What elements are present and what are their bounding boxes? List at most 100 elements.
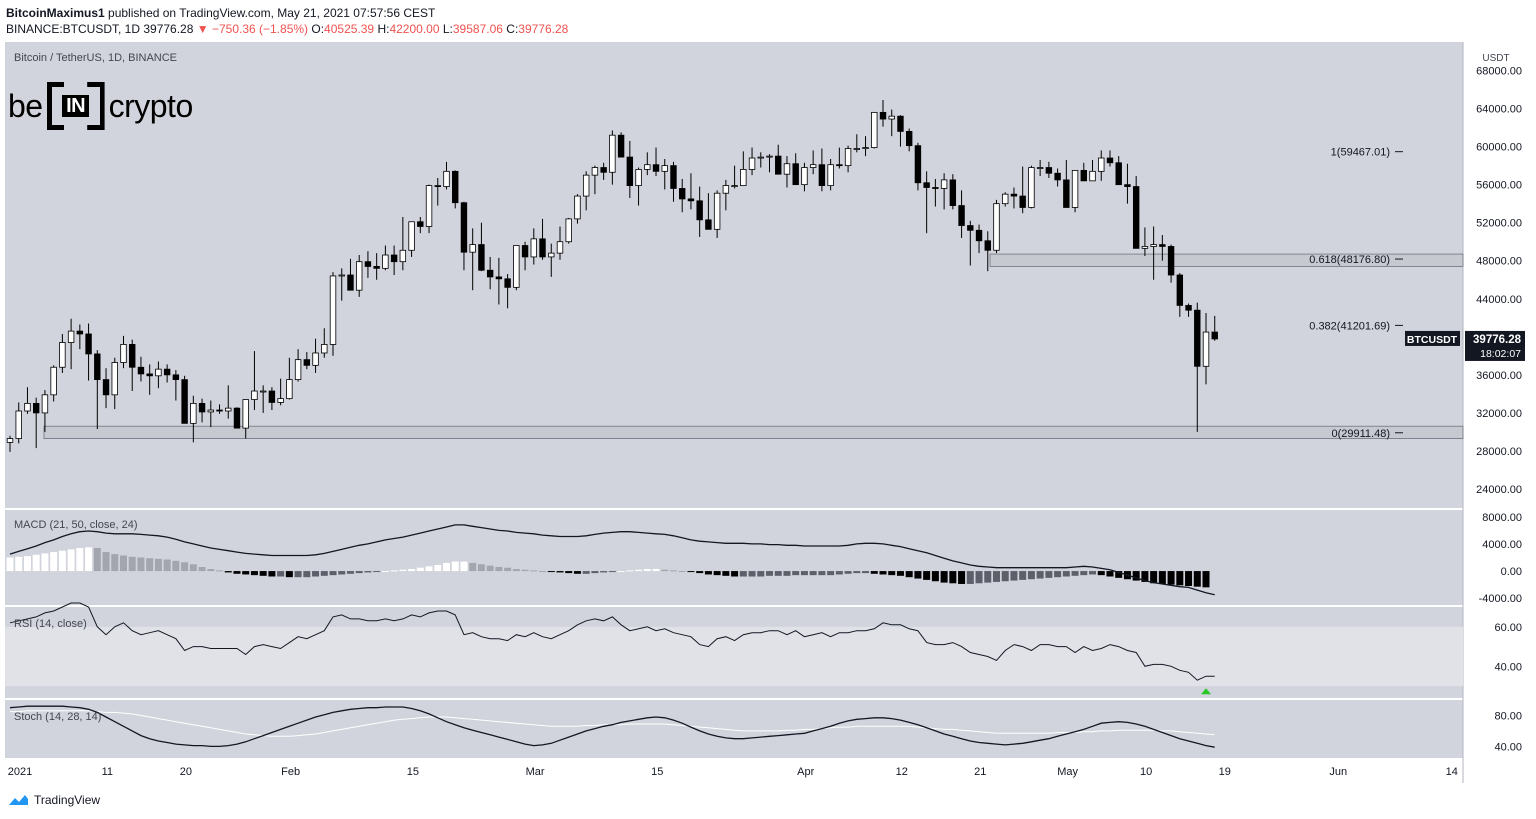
symbol-tag-box — [1405, 330, 1460, 346]
stoch-tick-label-1: 40.00 — [1494, 741, 1522, 753]
macd-histogram-bar — [643, 569, 651, 572]
chart-svg[interactable]: 1(59467.01) 0.618(48176.80) 0.382(41201.69… — [0, 0, 1536, 790]
macd-histogram-bar — [259, 571, 267, 576]
logo-box: IN — [47, 82, 105, 130]
candle-body — [225, 407, 232, 412]
macd-histogram-bar — [207, 569, 215, 572]
macd-histogram-bar — [809, 571, 817, 576]
macd-histogram-bar — [1036, 571, 1044, 579]
macd-histogram-bar — [329, 571, 337, 576]
macd-histogram-bar — [216, 570, 224, 572]
macd-histogram-bar — [146, 558, 154, 572]
footer: TradingView — [6, 793, 100, 807]
candle-body — [766, 155, 773, 158]
macd-histogram-bar — [425, 566, 433, 572]
candle-body — [1080, 169, 1087, 182]
fib-label-2: 0.382(41201.69) — [1309, 320, 1390, 332]
candle-body — [1054, 172, 1061, 181]
low-label: L: — [442, 22, 453, 36]
macd-tick-label-1: 4000.00 — [1482, 539, 1522, 551]
macd-histogram-bar — [748, 571, 756, 577]
macd-histogram-bar — [469, 562, 477, 572]
price-tick-label-6: 44000.00 — [1476, 294, 1522, 306]
candle-body — [609, 134, 616, 173]
macd-histogram-bar — [242, 571, 250, 575]
publish-info: published on TradingView.com, May 21, 20… — [104, 6, 436, 20]
candle-body — [853, 148, 861, 150]
candle-body — [338, 274, 345, 277]
macd-histogram-bar — [50, 552, 58, 572]
rsi-tick-label-0: 60.00 — [1494, 622, 1522, 634]
candle-body — [670, 165, 677, 189]
time-tick-label-12: 19 — [1219, 766, 1231, 778]
candle-body — [600, 167, 607, 173]
close-label: C: — [506, 22, 519, 36]
candle-body — [251, 390, 258, 400]
macd-histogram-bar — [949, 571, 957, 584]
candle-body — [120, 344, 127, 363]
candle-body — [644, 164, 651, 170]
macd-histogram-bar — [704, 571, 712, 575]
candle-body — [59, 342, 66, 368]
macd-histogram-bar — [15, 556, 23, 572]
candle-body — [355, 261, 363, 291]
candle-body — [1202, 331, 1210, 367]
candle-body — [207, 409, 214, 413]
candle-body — [1159, 244, 1166, 247]
macd-histogram-bar — [1193, 571, 1201, 587]
support-zone-1 — [989, 253, 1464, 267]
candle-body — [897, 115, 904, 132]
macd-histogram-bar — [696, 571, 704, 574]
rsi-title: RSI (14, close) — [14, 618, 87, 630]
macd-histogram-bar — [870, 571, 878, 574]
macd-histogram-bar — [1150, 571, 1158, 584]
candle-body — [364, 261, 372, 267]
price-tick-label-0: 68000.00 — [1476, 66, 1522, 78]
macd-title: MACD (21, 50, close, 24) — [14, 519, 138, 531]
candle-body — [233, 407, 241, 429]
candle-body — [1185, 305, 1192, 311]
time-axis-bg — [5, 758, 1463, 783]
publisher-name[interactable]: BitcoinMaximus1 — [6, 6, 105, 20]
symbol-tag-text: BTCUSDT — [1407, 334, 1458, 346]
candle-body — [548, 252, 555, 258]
price-tick-label-1: 64000.00 — [1476, 104, 1522, 116]
macd-line — [9, 524, 1215, 596]
candle-body — [975, 229, 983, 242]
macd-histogram-bar — [608, 571, 616, 573]
open-label: O: — [311, 22, 325, 36]
macd-histogram-bar — [1062, 571, 1070, 577]
candle-body — [111, 362, 118, 396]
candle-body — [163, 368, 171, 376]
candle-body — [67, 330, 75, 343]
macd-histogram-bar — [783, 571, 791, 576]
macd-histogram-bar — [303, 571, 311, 578]
candle-body — [687, 198, 695, 202]
stoch-tick-label-0: 80.00 — [1494, 710, 1522, 722]
candle-body — [408, 221, 415, 251]
time-tick-label-6: 15 — [651, 766, 663, 778]
price-tick-label-8: 36000.00 — [1476, 370, 1522, 382]
macd-histogram-bar — [320, 571, 328, 576]
candle-body — [521, 245, 529, 258]
candle-body — [190, 402, 197, 424]
close-value: 39776.28 — [518, 22, 569, 36]
macd-histogram-bar — [495, 567, 503, 572]
macd-histogram-bar — [381, 571, 389, 573]
candle-body — [661, 165, 668, 172]
candle-body — [85, 333, 92, 355]
candle-body — [932, 187, 939, 189]
macd-histogram-bar — [521, 569, 529, 572]
candle-body — [504, 278, 511, 288]
candle-body — [809, 164, 817, 168]
publish-header: BitcoinMaximus1 published on TradingView… — [6, 6, 435, 20]
candle-body — [513, 245, 520, 288]
price-tick-label-5: 48000.00 — [1476, 256, 1522, 268]
macd-histogram-bar — [460, 561, 468, 572]
macd-histogram-bar — [931, 571, 939, 582]
candle-body — [129, 344, 136, 368]
macd-histogram-bar — [408, 569, 416, 572]
macd-histogram-bar — [76, 548, 84, 572]
tradingview-brand[interactable]: TradingView — [34, 793, 101, 807]
macd-histogram-bar — [451, 561, 459, 572]
